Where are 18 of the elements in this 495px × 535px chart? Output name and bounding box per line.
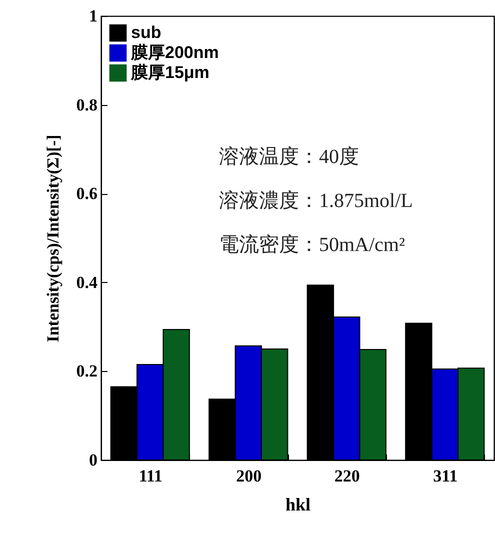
y-axis-title: Intensity(cps)/Intensity(Σ)[-]: [43, 134, 62, 342]
annotation: 溶液温度：40度: [219, 146, 359, 168]
legend-label: sub: [131, 23, 162, 42]
y-tick-label: 1: [89, 6, 98, 26]
annotation: 電流密度：50mA/cm²: [219, 234, 405, 256]
x-tick-label: 220: [334, 466, 360, 486]
legend-label: 膜厚200nm: [130, 43, 219, 62]
y-tick-label: 0.4: [76, 272, 98, 292]
annotation: 溶液濃度：1.875mol/L: [219, 190, 413, 212]
y-tick-label: 0: [89, 450, 98, 470]
y-tick-label: 0.8: [76, 95, 98, 114]
y-tick-label: 0.6: [76, 184, 98, 204]
x-tick-label: 311: [433, 466, 458, 486]
legend-label: 膜厚15μm: [130, 63, 210, 82]
y-tick-label: 0.2: [76, 362, 98, 381]
x-tick-label: 200: [236, 466, 262, 486]
x-axis-title: hkl: [285, 494, 311, 514]
x-tick-label: 111: [138, 466, 162, 486]
